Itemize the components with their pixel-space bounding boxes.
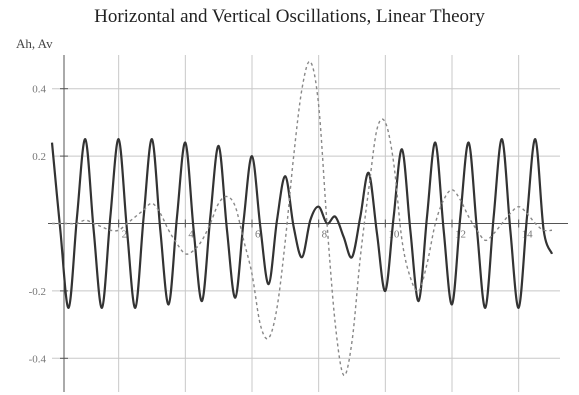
y-axis-label: Ah, Av: [16, 36, 53, 51]
tick-labels: 2 4 6 8 10 12 14 -0.4 -0.2 0.2 0.4: [29, 84, 534, 366]
x-tick-label: 12: [455, 229, 466, 241]
y-tick-label: -0.2: [29, 286, 46, 298]
y-tick-label: -0.4: [29, 353, 47, 365]
series-line-solid: [50, 138, 554, 309]
chart-title: Horizontal and Vertical Oscillations, Li…: [94, 6, 485, 27]
series-lines: [50, 60, 554, 377]
y-tick-label: 0.2: [32, 151, 46, 163]
x-tick-label: 14: [522, 229, 534, 241]
x-tick-label: 2: [122, 229, 128, 241]
x-tick-label: 6: [255, 229, 261, 241]
x-tick-label: 4: [188, 229, 194, 241]
x-tick-label: 10: [388, 229, 400, 241]
x-tick-label: 8: [322, 229, 328, 241]
y-tick-label: 0.4: [32, 84, 46, 96]
series-line-dashed: [52, 60, 553, 377]
